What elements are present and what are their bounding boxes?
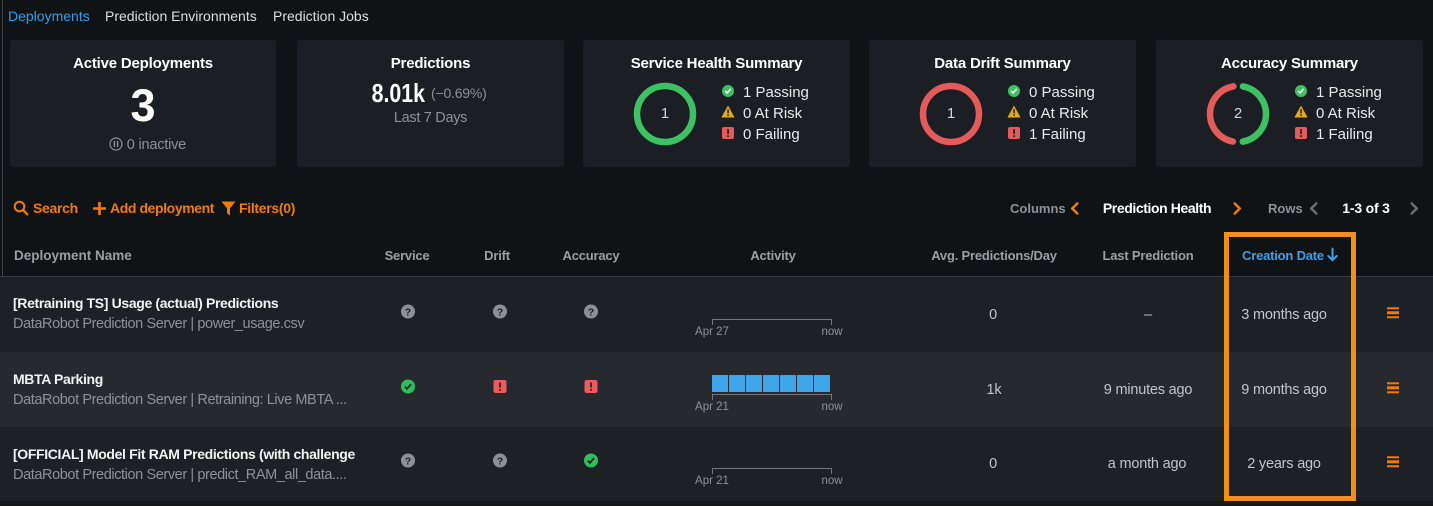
svg-text:?: ?	[405, 306, 411, 318]
svg-text:?: ?	[497, 455, 503, 467]
svg-text:?: ?	[497, 306, 503, 318]
svg-text:?: ?	[405, 455, 411, 467]
svg-text:?: ?	[588, 306, 594, 318]
